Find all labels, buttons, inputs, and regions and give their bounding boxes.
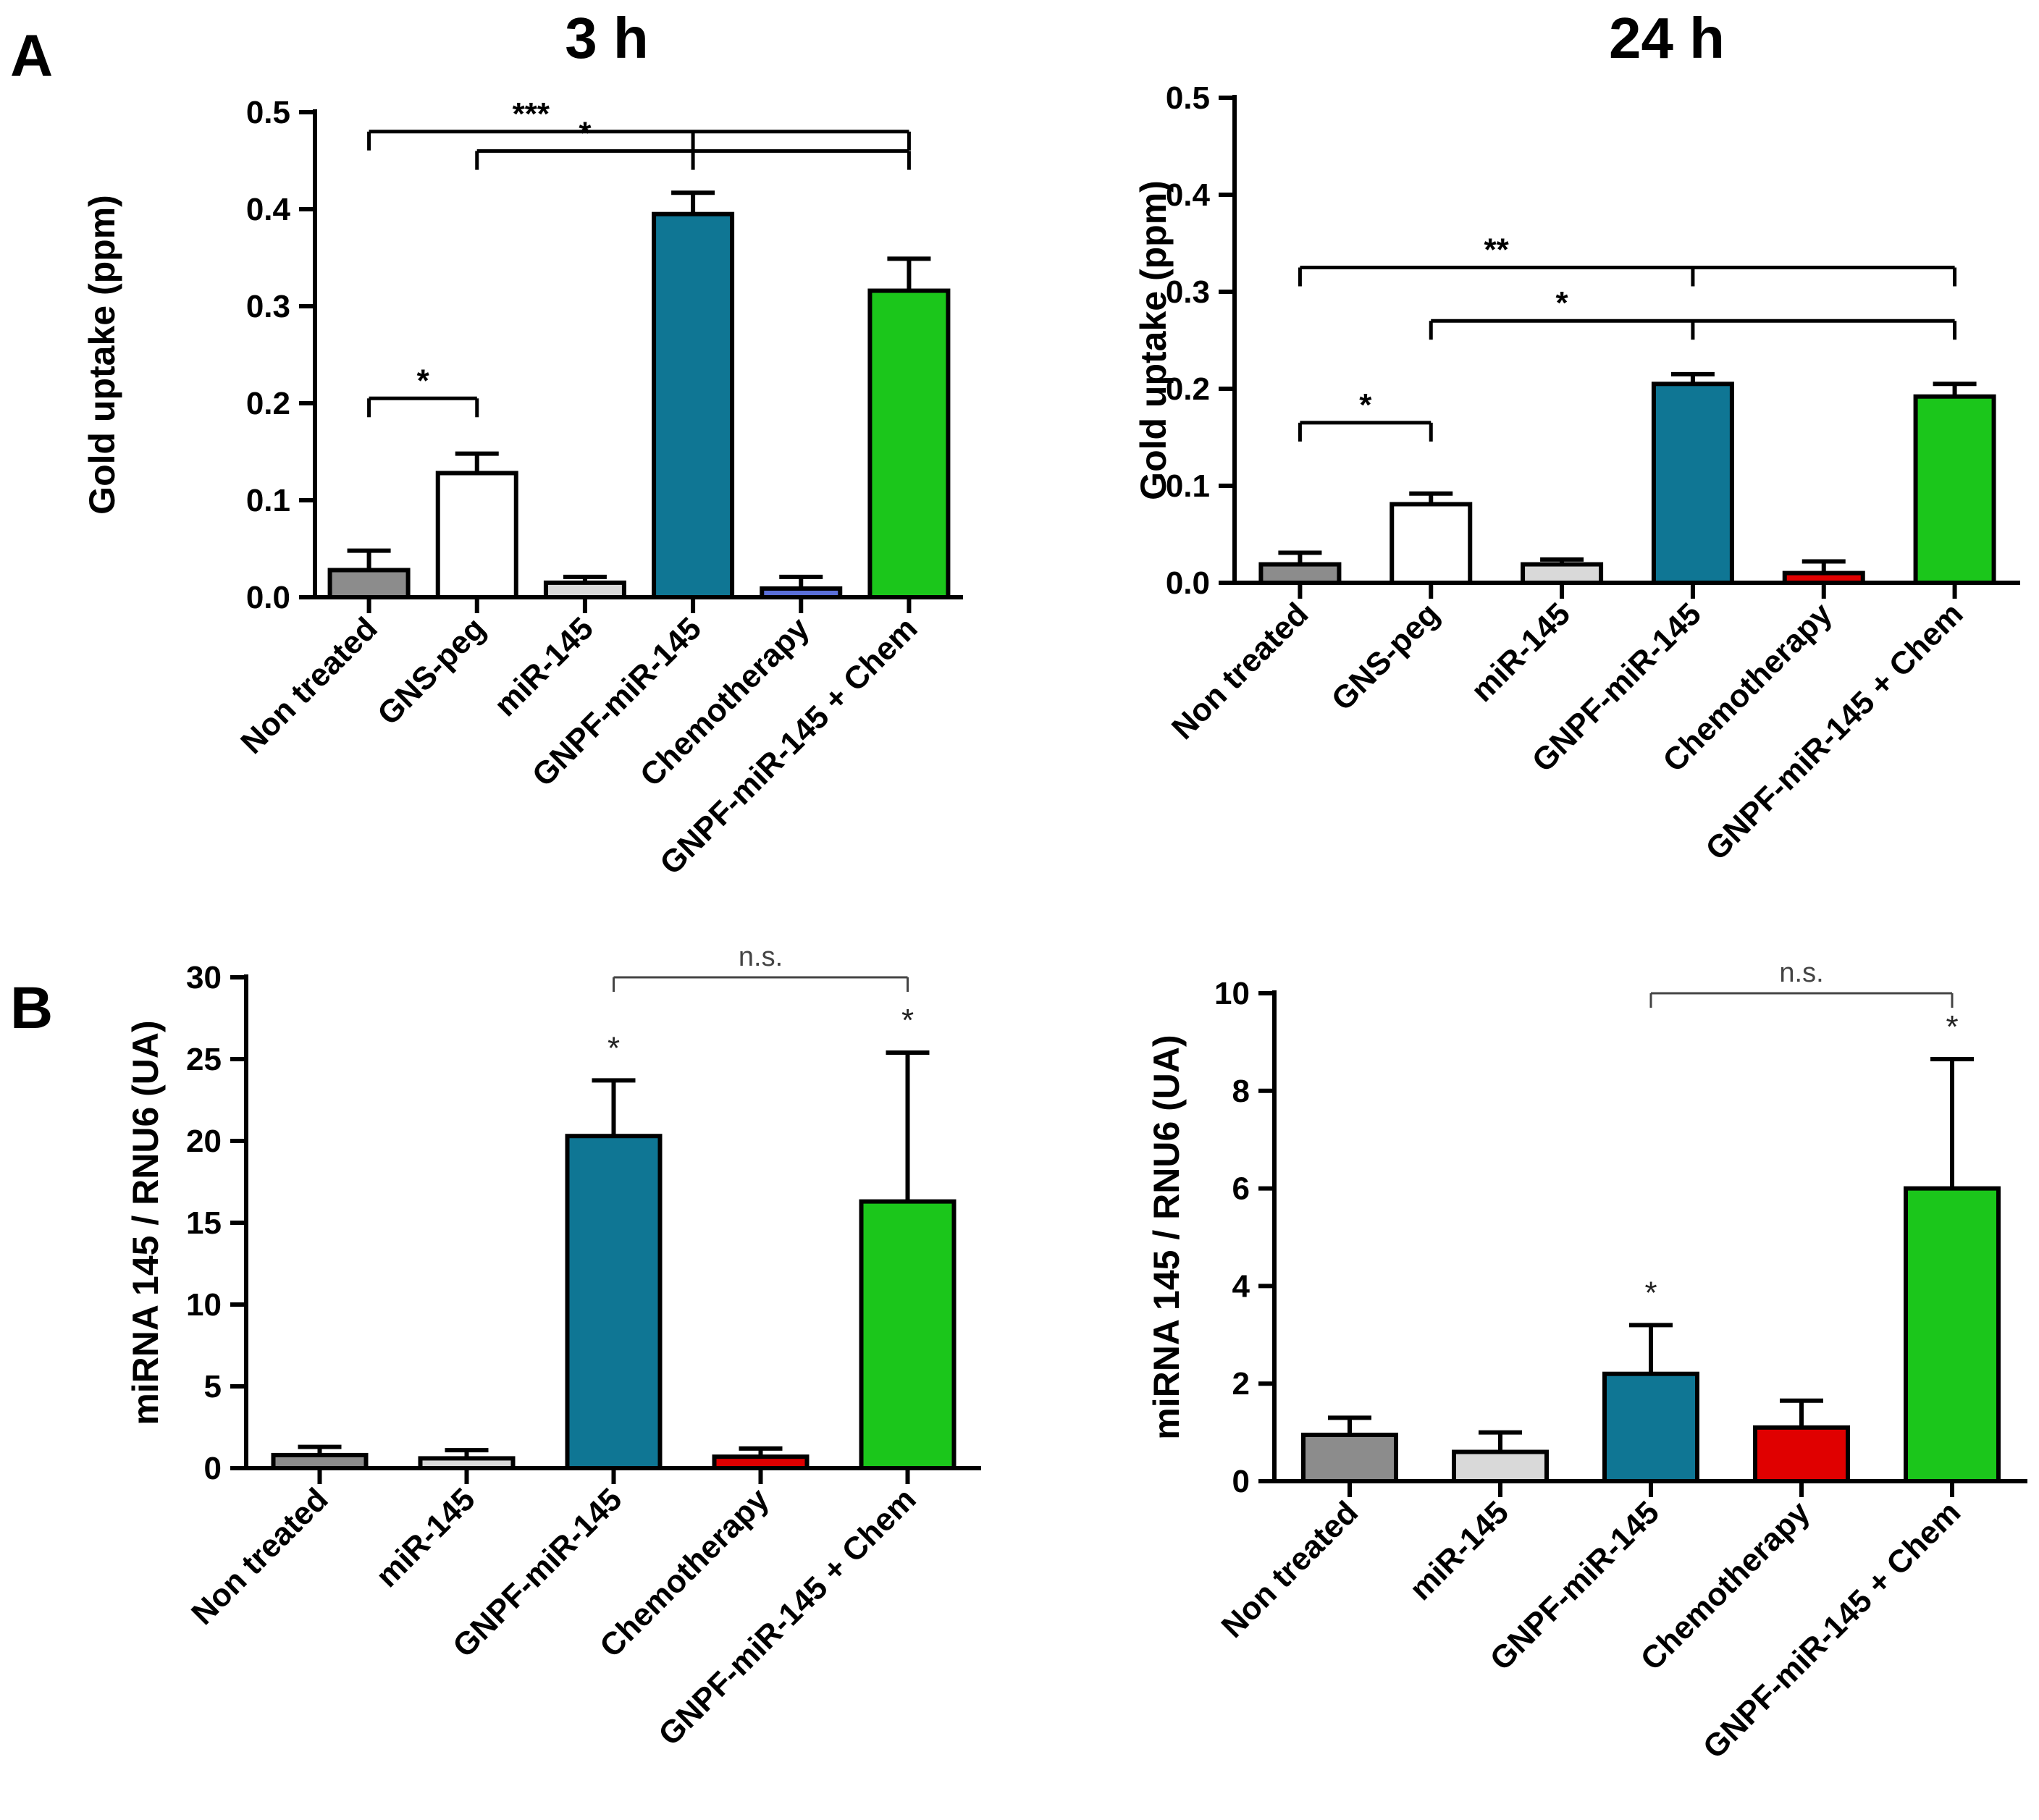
bar-1: [327, 568, 411, 599]
x-tick-label-1: Non treated: [1215, 1494, 1366, 1645]
x-tick-label-2: GNS-peg: [371, 610, 492, 732]
bar-2: [1452, 1449, 1549, 1484]
y-tick-label-6: 10: [1214, 976, 1250, 1011]
y-tick-label-4: 0.3: [246, 289, 290, 324]
panel-letter-b: B: [10, 975, 53, 1041]
bar-5: [859, 1199, 957, 1470]
chart-title: 24 h: [1609, 6, 1725, 70]
bar-4: [1651, 382, 1734, 585]
bar-2: [435, 471, 518, 599]
y-tick-label-5: 0.4: [1166, 177, 1211, 213]
sig-label-1: n.s.: [739, 942, 783, 972]
x-tick-label-2: GNS-peg: [1325, 596, 1447, 717]
x-tick-label-5: GNPF-miR-145 + Chem: [652, 1481, 922, 1752]
bar-3: [1602, 1371, 1699, 1483]
bar-1: [1301, 1432, 1398, 1483]
bar-2: [1390, 502, 1473, 586]
bar-3: [565, 1134, 663, 1470]
bar-star-3: *: [608, 1030, 620, 1066]
y-tick-label-2: 0.1: [246, 483, 290, 518]
y-tick-label-4: 6: [1232, 1171, 1250, 1207]
y-axis-label: Gold uptake (ppm): [82, 195, 122, 515]
y-tick-label-1: 0.0: [246, 580, 290, 615]
bar-6: [867, 288, 951, 599]
x-tick-label-6: GNPF-miR-145 + Chem: [1699, 596, 1969, 867]
x-tick-label-1: Non treated: [185, 1481, 335, 1632]
y-tick-label-5: 8: [1232, 1074, 1250, 1109]
y-tick-label-2: 5: [204, 1369, 222, 1404]
sig-label-3: *: [1359, 387, 1372, 423]
bar-6: [1913, 394, 1996, 585]
sig-label-2: *: [579, 116, 592, 151]
bar-3: [1521, 562, 1604, 585]
y-tick-label-1: 0: [204, 1451, 222, 1486]
bar-3: [543, 580, 626, 600]
y-tick-label-6: 0.5: [246, 95, 290, 130]
y-axis-label: Gold uptake (ppm): [1133, 180, 1174, 500]
y-tick-label-3: 10: [186, 1287, 222, 1323]
bar-star-3: *: [1644, 1275, 1657, 1310]
y-tick-label-4: 0.3: [1166, 274, 1210, 310]
y-tick-label-3: 4: [1232, 1268, 1250, 1304]
y-tick-label-5: 20: [186, 1124, 222, 1159]
bar-5: [1904, 1186, 2001, 1483]
bar-4: [1753, 1425, 1850, 1483]
x-tick-label-1: Non treated: [1165, 596, 1316, 746]
bar-star-5: *: [1946, 1009, 1958, 1045]
y-tick-label-1: 0: [1232, 1464, 1250, 1499]
bar-star-5: *: [901, 1003, 914, 1038]
x-tick-label-2: miR-145: [369, 1481, 482, 1594]
x-tick-label-5: GNPF-miR-145 + Chem: [1697, 1494, 1967, 1765]
y-tick-label-4: 15: [186, 1205, 222, 1241]
y-tick-label-2: 2: [1232, 1366, 1250, 1402]
y-tick-label-7: 30: [186, 960, 222, 995]
y-tick-label-6: 25: [186, 1042, 222, 1077]
sig-label-1: n.s.: [1779, 958, 1823, 988]
sig-label-3: *: [417, 363, 430, 398]
chart-gold-uptake-3h: 3 h Gold uptake (ppm) 0.0 0.1 0.2 0.3 0.4 0.5 No…: [82, 6, 963, 882]
y-tick-label-1: 0.0: [1166, 565, 1210, 601]
sig-label-1: **: [1484, 232, 1510, 268]
x-tick-label-3: miR-145: [1464, 596, 1577, 709]
y-tick-label-6: 0.5: [1166, 80, 1210, 116]
chart-mirna-expression-right: miRNA 145 / RNU6 (UA) 0 2 4 6 8 10 Non treated m…: [1146, 958, 2027, 1766]
y-axis-label: miRNA 145 / RNU6 (UA): [125, 1020, 166, 1425]
x-tick-label-1: Non treated: [234, 610, 384, 761]
y-tick-label-5: 0.4: [246, 192, 291, 227]
y-tick-label-3: 0.2: [1166, 371, 1210, 407]
y-tick-label-3: 0.2: [246, 386, 290, 421]
x-tick-label-2: miR-145: [1403, 1494, 1515, 1607]
panel-letter-a: A: [10, 23, 53, 89]
x-tick-label-3: miR-145: [487, 610, 600, 723]
y-tick-label-2: 0.1: [1166, 468, 1210, 504]
chart-title: 3 h: [565, 6, 649, 70]
y-axis-label: miRNA 145 / RNU6 (UA): [1146, 1035, 1187, 1439]
sig-label-1: ***: [513, 96, 550, 132]
chart-gold-uptake-24h: 24 h Gold uptake (ppm) 0.0 0.1 0.2 0.3 0.4 0.5 N…: [1133, 6, 2020, 867]
bar-4: [652, 211, 735, 599]
bar-1: [1258, 562, 1342, 585]
chart-mirna-expression-left: miRNA 145 / RNU6 (UA) 0 5 10 15 20 25 30 Non tre…: [125, 942, 981, 1753]
sig-label-2: *: [1556, 285, 1569, 321]
